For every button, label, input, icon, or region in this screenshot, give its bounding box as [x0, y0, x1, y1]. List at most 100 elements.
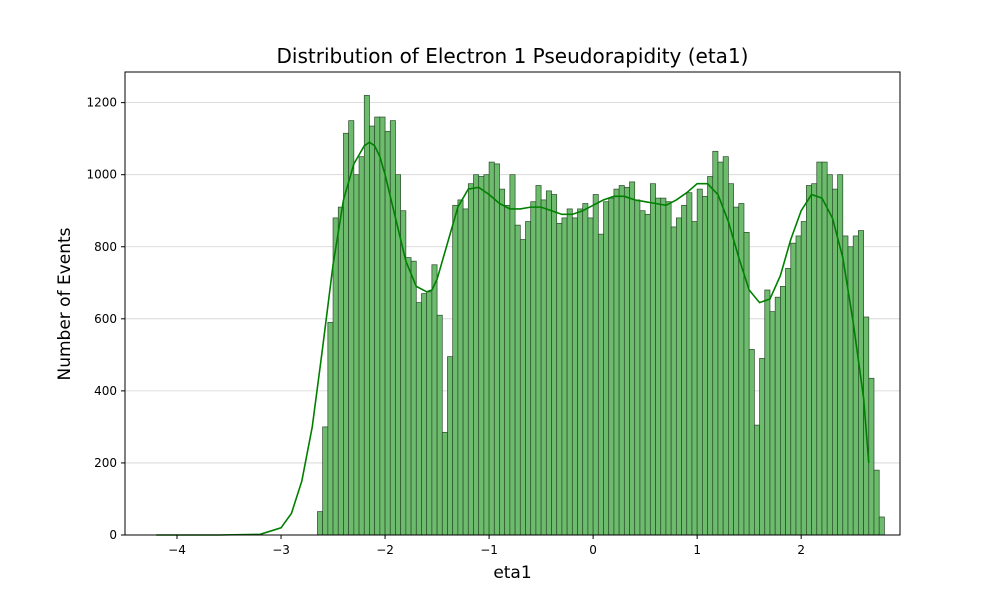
- histogram-bar: [826, 174, 833, 536]
- x-axis-ticks: −4 −3 −2 −1 0 1 2: [168, 535, 805, 557]
- histogram-bar: [821, 161, 828, 536]
- histogram-bar: [545, 190, 552, 536]
- histogram-bar: [681, 204, 688, 536]
- histogram-bar: [457, 199, 464, 536]
- histogram-bar: [686, 192, 693, 536]
- histogram-bar: [530, 201, 537, 536]
- histogram-bar: [629, 181, 636, 536]
- histogram-bar: [644, 213, 651, 536]
- y-tick-label: 0: [109, 528, 117, 542]
- histogram-bar: [436, 314, 443, 536]
- x-tick-label: −1: [480, 543, 498, 557]
- histogram-bar: [764, 289, 771, 536]
- histogram-bar: [623, 186, 630, 536]
- y-axis-label: Number of Events: [55, 227, 75, 380]
- histogram-bar: [493, 163, 500, 536]
- y-axis-ticks: 0 200 400 600 800 1000 1200: [86, 96, 125, 542]
- histogram-bar: [389, 120, 396, 536]
- histogram-bar: [473, 174, 480, 536]
- histogram-bar: [337, 206, 344, 536]
- histogram-bar: [707, 176, 714, 536]
- chart-title: Distribution of Electron 1 Pseudorapidit…: [277, 44, 749, 68]
- histogram-bar: [785, 268, 792, 536]
- histogram-bar: [405, 257, 412, 536]
- histogram-bar: [415, 302, 422, 536]
- histogram-bar: [478, 176, 485, 536]
- histogram-bar: [322, 426, 329, 536]
- x-tick-label: −2: [376, 543, 394, 557]
- histogram-bar: [358, 156, 365, 536]
- histogram-bar: [790, 242, 797, 536]
- x-tick-label: −3: [272, 543, 290, 557]
- histogram-bar: [603, 201, 610, 536]
- histogram-bar: [806, 185, 812, 536]
- histogram-bar: [441, 431, 448, 536]
- histogram-bar: [374, 116, 381, 536]
- histogram-bar: [504, 204, 511, 536]
- histogram-bar: [571, 217, 578, 536]
- histogram-bar: [608, 197, 615, 536]
- y-tick-label: 800: [94, 240, 117, 254]
- histogram-bar: [447, 356, 454, 536]
- y-tick-label: 1200: [86, 96, 117, 110]
- histogram-bar: [327, 322, 334, 536]
- histogram-bar: [535, 185, 542, 536]
- x-tick-label: 1: [693, 543, 701, 557]
- histogram-bar: [348, 120, 355, 536]
- histogram-bar: [800, 221, 807, 536]
- histogram-bar: [509, 174, 516, 536]
- y-tick-label: 200: [94, 456, 117, 470]
- histogram-bar: [488, 161, 495, 536]
- histogram-bar: [660, 197, 667, 536]
- histogram-bar: [592, 194, 599, 536]
- histogram-bar: [317, 511, 324, 536]
- histogram-bar: [665, 201, 672, 536]
- histogram-bar: [332, 217, 339, 536]
- histogram-bar: [837, 174, 844, 536]
- histogram-bar: [701, 195, 708, 536]
- histogram-bar: [379, 116, 386, 536]
- histogram-bar: [566, 208, 573, 536]
- histogram-bar: [613, 188, 620, 536]
- histogram-bar: [670, 226, 677, 536]
- histogram-bar: [519, 239, 526, 536]
- histogram-bar: [754, 424, 760, 536]
- histogram-bar: [514, 224, 521, 536]
- histogram-bars: [317, 95, 885, 536]
- histogram-bar: [780, 286, 786, 536]
- histogram-bar: [774, 296, 781, 536]
- histogram-bar: [795, 235, 802, 536]
- histogram-bar: [561, 217, 568, 536]
- histogram-bar: [410, 260, 417, 536]
- histogram-bar: [691, 221, 698, 536]
- histogram-bar: [873, 469, 880, 536]
- histogram-bar: [426, 291, 433, 536]
- histogram-bar: [499, 188, 506, 536]
- histogram-bar: [597, 233, 604, 536]
- y-tick-label: 1000: [86, 168, 117, 182]
- histogram-bar: [483, 174, 490, 536]
- histogram-bar: [696, 188, 703, 536]
- histogram-bar: [452, 204, 459, 536]
- histogram-bar: [467, 183, 474, 536]
- x-tick-label: 0: [589, 543, 597, 557]
- x-tick-label: 2: [797, 543, 805, 557]
- histogram-bar: [551, 194, 558, 536]
- y-tick-label: 400: [94, 384, 117, 398]
- histogram-bar: [577, 208, 584, 536]
- histogram-bar: [811, 183, 818, 536]
- histogram-bar: [431, 264, 438, 536]
- plot-area-frame: [124, 71, 901, 536]
- histogram-bar: [421, 293, 428, 536]
- histogram-bar: [816, 161, 823, 536]
- histogram-bar: [649, 183, 656, 536]
- histogram-bar: [369, 125, 376, 536]
- histogram-bar: [634, 199, 641, 536]
- x-axis-label: eta1: [493, 563, 531, 583]
- histogram-bar: [655, 197, 662, 536]
- y-tick-label: 600: [94, 312, 117, 326]
- histogram-bar: [748, 349, 755, 536]
- histogram-bar: [675, 217, 682, 536]
- histogram-bar: [717, 161, 724, 536]
